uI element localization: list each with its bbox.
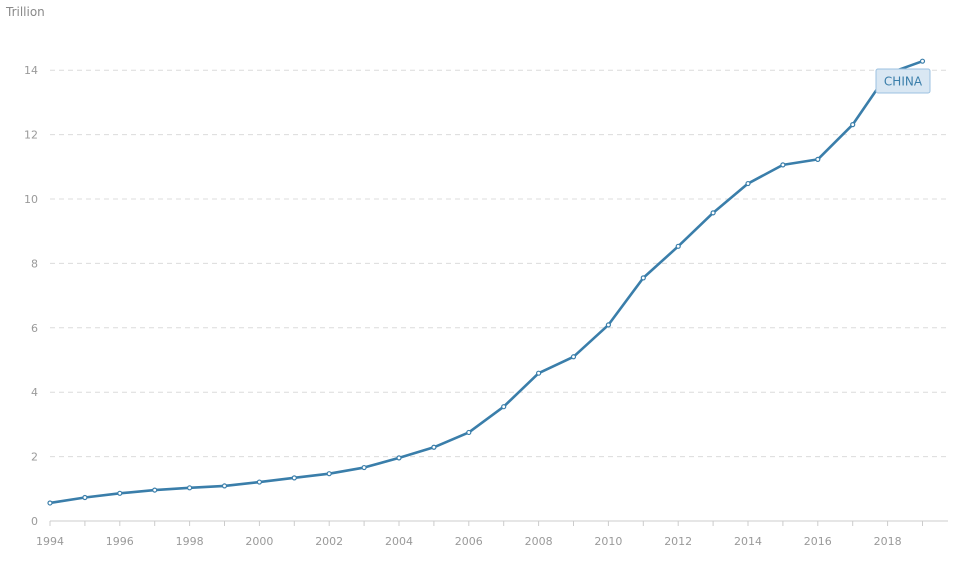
gridlines <box>50 69 948 458</box>
x-tick-label-2002: 2002 <box>315 535 343 548</box>
y-tick-label-14: 14 <box>24 64 38 77</box>
data-point-1996 <box>117 490 123 496</box>
series-label-text: CHINA <box>884 75 923 89</box>
data-point-2016 <box>815 156 821 162</box>
x-axis-ticks: 1994 1996 1998 2000 2002 2004 2006 2008 2010 2012… <box>36 521 923 548</box>
series-label-badge[interactable]: CHINA <box>875 68 931 94</box>
y-tick-label-4: 4 <box>31 386 38 399</box>
x-tick-label-2016: 2016 <box>804 535 832 548</box>
data-point-2008 <box>535 370 542 376</box>
series-group <box>47 58 926 506</box>
data-point-2013 <box>710 210 716 216</box>
data-point-2015 <box>780 162 786 168</box>
x-tick-label-2006: 2006 <box>455 535 483 548</box>
x-tick-label-2004: 2004 <box>385 535 413 548</box>
data-point-1999 <box>221 483 228 489</box>
y-tick-label-12: 12 <box>24 129 38 142</box>
data-point-1998 <box>187 485 193 491</box>
x-tick-label-2010: 2010 <box>594 535 622 548</box>
y-axis-ticks: 0 2 4 6 8 10 12 14 <box>24 64 38 528</box>
x-tick-label-1998: 1998 <box>176 535 204 548</box>
x-tick-label-1994: 1994 <box>36 535 64 548</box>
data-point-2014 <box>745 180 751 187</box>
x-tick-label-2018: 2018 <box>874 535 902 548</box>
data-point-2005 <box>431 444 437 450</box>
data-point-2006 <box>466 429 472 436</box>
data-point-2001 <box>291 475 297 481</box>
data-point-2003 <box>361 464 367 471</box>
data-point-2017 <box>850 122 856 128</box>
data-point-2002 <box>326 471 332 477</box>
series-label-box <box>875 68 931 94</box>
y-tick-label-6: 6 <box>31 322 38 335</box>
data-point-2009 <box>570 354 577 360</box>
x-tick-label-2000: 2000 <box>245 535 273 548</box>
data-point-2019 <box>919 58 926 64</box>
data-point-2007 <box>501 404 507 410</box>
x-tick-label-1996: 1996 <box>106 535 134 548</box>
y-tick-label-2: 2 <box>31 451 38 464</box>
data-point-1997 <box>152 487 158 493</box>
y-axis-unit-label: Trillion <box>5 5 45 19</box>
y-tick-label-10: 10 <box>24 193 38 206</box>
x-tick-label-2014: 2014 <box>734 535 762 548</box>
x-tick-label-2012: 2012 <box>664 535 692 548</box>
y-tick-label-0: 0 <box>31 515 38 528</box>
x-tick-label-2008: 2008 <box>525 535 553 548</box>
data-point-2012 <box>675 243 681 249</box>
y-tick-label-8: 8 <box>31 257 38 270</box>
data-point-1994 <box>47 500 53 506</box>
series-line-china <box>48 59 924 505</box>
data-point-2010 <box>605 322 612 328</box>
data-point-2004 <box>396 455 402 461</box>
data-point-2000 <box>256 479 262 485</box>
data-point-1995 <box>82 494 88 501</box>
data-point-2011 <box>640 275 646 281</box>
